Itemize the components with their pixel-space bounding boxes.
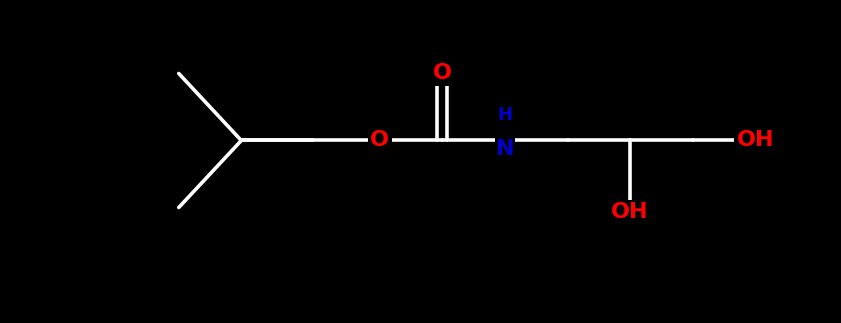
Text: OH: OH [611, 202, 648, 222]
Text: O: O [433, 63, 452, 83]
Text: H: H [498, 107, 512, 124]
Text: OH: OH [737, 130, 774, 151]
Text: N: N [495, 140, 514, 160]
Text: O: O [370, 130, 389, 151]
